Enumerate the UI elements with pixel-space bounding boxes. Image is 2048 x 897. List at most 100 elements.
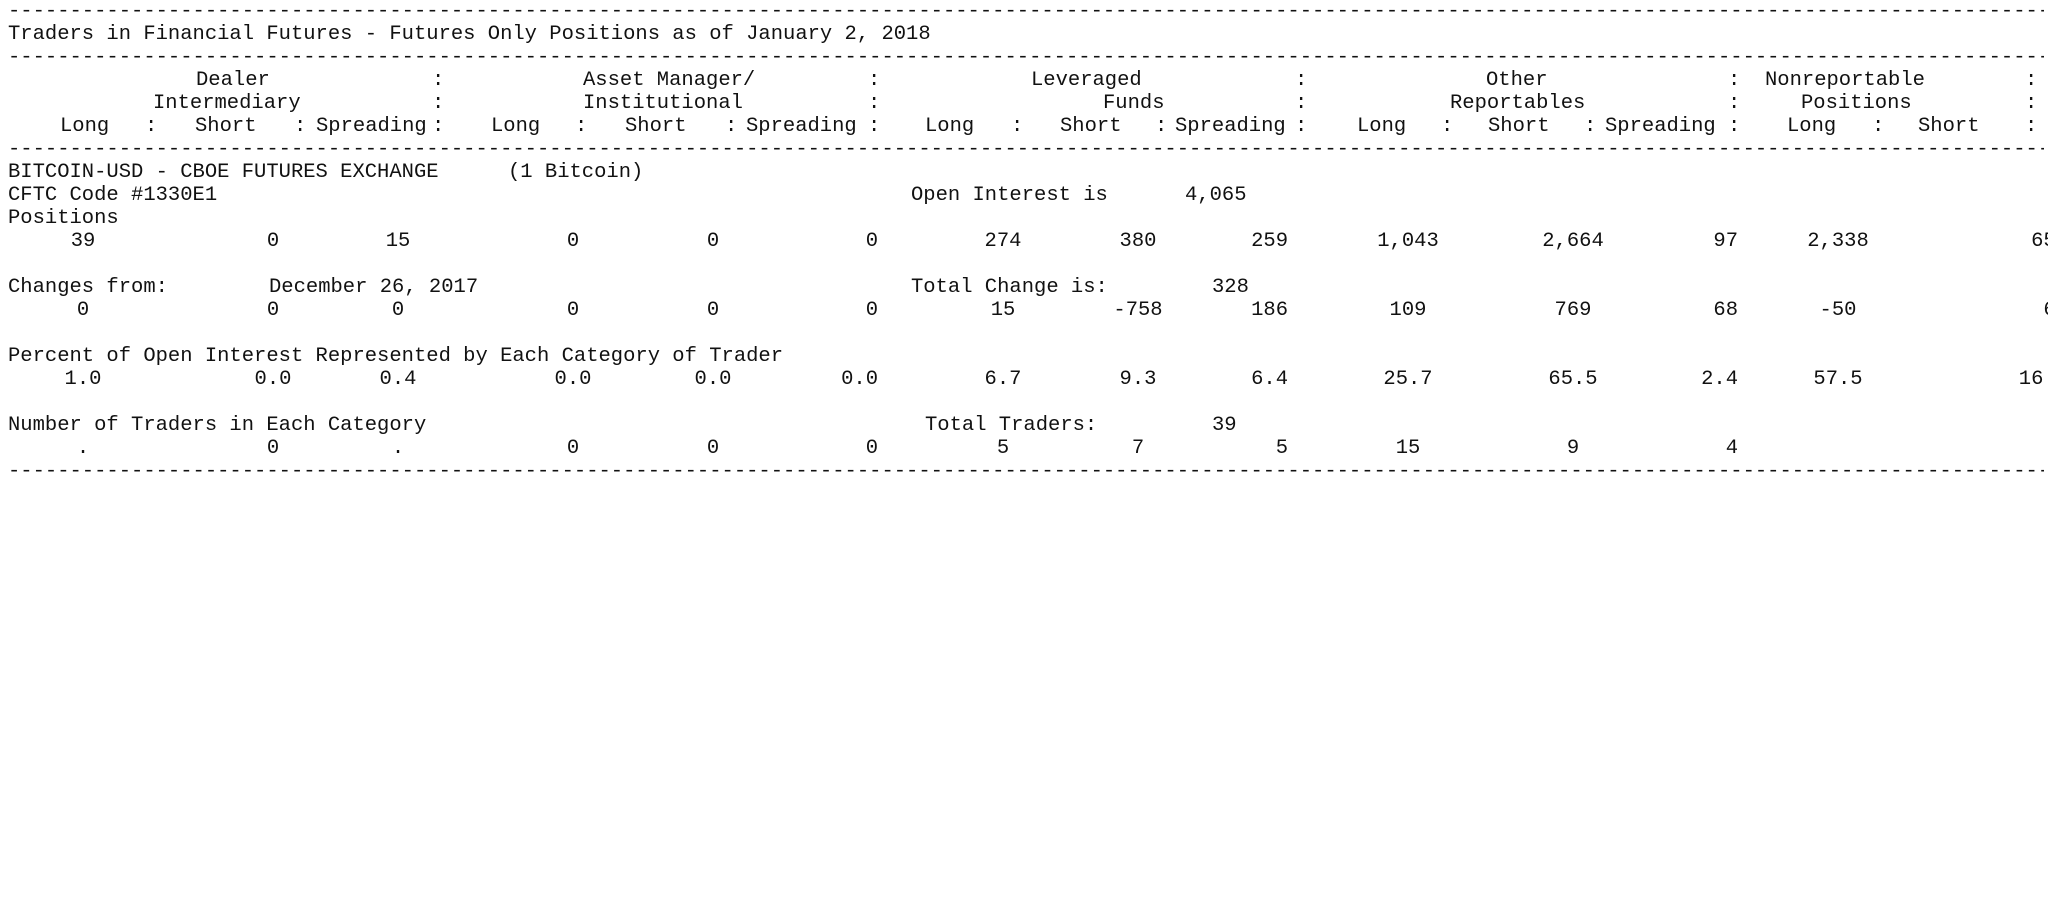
- changes-value-other-long: 109: [1389, 299, 1427, 322]
- traders-value-other-long: 15: [1395, 437, 1421, 460]
- header-sep: :: [1155, 115, 1168, 138]
- percent-value-other-spreading: 2.4: [1701, 368, 1738, 391]
- changes-value-asset-manager-spreading: 0: [865, 299, 878, 322]
- percent-label-line: Percent of Open Interest Represented by …: [8, 345, 2044, 368]
- positions-value-leveraged-long: 274: [984, 230, 1022, 253]
- changes-value-dealer-long: 0: [76, 299, 90, 322]
- positions-label: Positions: [8, 207, 119, 230]
- contract-unit: (1 Bitcoin): [508, 161, 644, 184]
- header-spreading: Spreading: [1605, 115, 1716, 138]
- header-sep: :: [2025, 69, 2038, 92]
- traders-value-dealer-short: 0: [266, 437, 280, 460]
- positions-value-asset-manager-spreading: 0: [865, 230, 878, 253]
- report-title-line: Traders in Financial Futures - Futures O…: [8, 23, 2044, 46]
- percent-row: 1.0 0.0 0.4 0.0 0.0 0.0 6.7 9.3 6.4 25.7 65.5 2.4 57…: [8, 368, 2048, 391]
- open-interest-value: 4,065: [1185, 184, 1247, 207]
- header-sep: :: [1441, 115, 1454, 138]
- header-dealer-line2: Intermediary: [153, 92, 301, 115]
- total-change-value: 328: [1212, 276, 1249, 299]
- header-long: Long: [1357, 115, 1407, 138]
- header-asset-manager-line2: Institutional: [583, 92, 743, 115]
- header-sep: :: [432, 69, 445, 92]
- total-traders-label: Total Traders:: [925, 414, 1098, 437]
- header-row-1: Dealer : Asset Manager/ : Leveraged : Ot…: [8, 69, 2044, 92]
- percent-value-dealer-long: 1.0: [64, 368, 102, 391]
- header-sep: :: [725, 115, 738, 138]
- changes-value-leveraged-long: 15: [990, 299, 1016, 322]
- changes-value-other-spreading: 68: [1713, 299, 1738, 322]
- header-long: Long: [1787, 115, 1837, 138]
- header-sep: :: [2025, 115, 2038, 138]
- code-line: CFTC Code #1330E1 Open Interest is 4,065: [8, 184, 2044, 207]
- header-other-line1: Other: [1486, 69, 1548, 92]
- changes-value-leveraged-spreading: 186: [1251, 299, 1288, 322]
- top-divider: ----------------------------------------…: [8, 0, 2044, 23]
- header-leveraged-line1: Leveraged: [1031, 69, 1142, 92]
- header-sep: :: [432, 115, 445, 138]
- percent-value-leveraged-spreading: 6.4: [1251, 368, 1288, 391]
- traders-value-asset-manager-long: 0: [566, 437, 580, 460]
- positions-value-leveraged-short: 380: [1119, 230, 1157, 253]
- traders-row: . 0. 0 0 0 5 7 5 15 9 4: [8, 437, 2044, 460]
- cftc-code: CFTC Code #1330E1: [8, 184, 218, 207]
- header-short: Short: [1918, 115, 1980, 138]
- header-short: Short: [1060, 115, 1122, 138]
- total-traders-value: 39: [1212, 414, 1237, 437]
- positions-value-nonreportable-long: 2,338: [1807, 230, 1869, 253]
- positions-value-other-short: 2,664: [1542, 230, 1604, 253]
- header-sep: :: [575, 115, 588, 138]
- header-sep: :: [1728, 115, 1741, 138]
- header-sep: :: [1295, 69, 1308, 92]
- traders-label: Number of Traders in Each Category: [8, 414, 427, 437]
- changes-value-asset-manager-short: 0: [706, 299, 720, 322]
- header-row-2: Intermediary : Institutional : Funds : R…: [8, 92, 2044, 115]
- header-spreading: Spreading: [1175, 115, 1286, 138]
- changes-label: Changes from:: [8, 276, 168, 299]
- changes-value-leveraged-short: -758: [1113, 299, 1163, 322]
- traders-value-asset-manager-spreading: 0: [865, 437, 878, 460]
- changes-value-nonreportable-short: 63: [1958, 299, 2048, 322]
- header-nonreportable-line2: Positions: [1801, 92, 1912, 115]
- positions-value-leveraged-spreading: 259: [1251, 230, 1288, 253]
- percent-value-nonreportable-short: 16.0: [2018, 368, 2048, 391]
- traders-value-leveraged-long: 5: [996, 437, 1010, 460]
- bottom-divider: ----------------------------------------…: [8, 460, 2044, 483]
- percent-value-other-long: 25.7: [1383, 368, 1433, 391]
- changes-label-line: Changes from: December 26, 2017 Total Ch…: [8, 276, 2044, 299]
- changes-value-asset-manager-long: 0: [566, 299, 580, 322]
- percent-value-dealer-short: 0.0: [254, 368, 292, 391]
- header-sep: :: [1295, 115, 1308, 138]
- positions-value-other-long: 1,043: [1377, 230, 1439, 253]
- traders-value-dealer-long: .: [76, 437, 90, 460]
- header-spreading: Spreading: [746, 115, 857, 138]
- header-sep: :: [145, 115, 158, 138]
- header-long: Long: [491, 115, 541, 138]
- percent-label: Percent of Open Interest Represented by …: [8, 345, 784, 368]
- percent-value-leveraged-short: 9.3: [1119, 368, 1157, 391]
- percent-value-asset-manager-long: 0.0: [554, 368, 592, 391]
- header-sep: :: [1728, 92, 1741, 115]
- changes-date: December 26, 2017: [269, 276, 479, 299]
- changes-value-dealer-short: 0: [266, 299, 280, 322]
- header-divider: ----------------------------------------…: [8, 138, 2044, 161]
- header-sep: :: [1872, 115, 1885, 138]
- header-dealer-line1: Dealer: [196, 69, 270, 92]
- traders-value-leveraged-spreading: 5: [1275, 437, 1288, 460]
- percent-value-asset-manager-spreading: 0.0: [841, 368, 878, 391]
- percent-value-asset-manager-short: 0.0: [694, 368, 732, 391]
- traders-value-dealer-spreading: .: [391, 437, 405, 460]
- header-sep: :: [1295, 92, 1308, 115]
- header-asset-manager-line1: Asset Manager/: [583, 69, 756, 92]
- header-sep: :: [868, 69, 881, 92]
- changes-value-nonreportable-long: -50: [1819, 299, 1857, 322]
- header-sep: :: [868, 92, 881, 115]
- header-sep: :: [868, 115, 881, 138]
- positions-label-line: Positions: [8, 207, 2044, 230]
- header-other-line2: Reportables: [1450, 92, 1586, 115]
- positions-value-other-spreading: 97: [1713, 230, 1738, 253]
- changes-value-other-short: 769: [1554, 299, 1592, 322]
- traders-value-asset-manager-short: 0: [706, 437, 720, 460]
- traders-value-other-spreading: 4: [1725, 437, 1738, 460]
- cot-report: ----------------------------------------…: [8, 0, 2048, 483]
- header-long: Long: [60, 115, 110, 138]
